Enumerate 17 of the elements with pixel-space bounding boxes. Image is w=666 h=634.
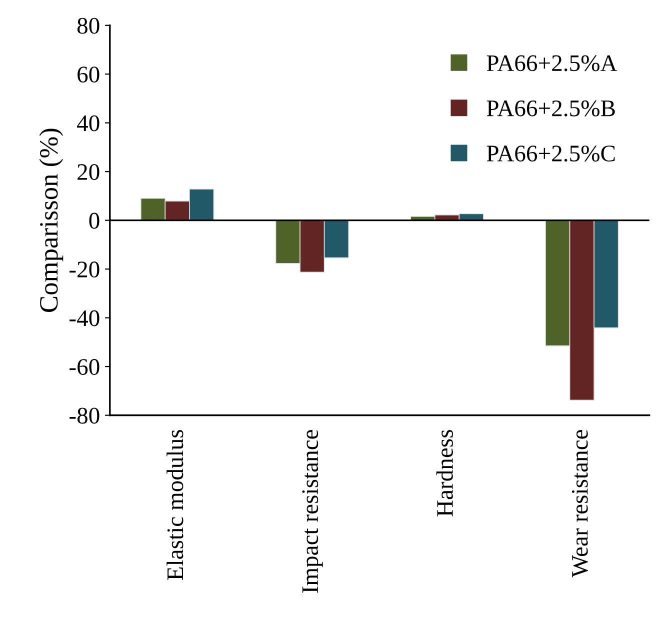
y-tick-label: 40 bbox=[77, 115, 100, 132]
x-tick-label: Elastic modulus bbox=[166, 430, 184, 580]
y-tick-label: -60 bbox=[70, 359, 100, 375]
y-tick-label: -80 bbox=[70, 408, 100, 424]
legend-label: PA66+2.5%B bbox=[486, 100, 615, 116]
y-tick-label: 60 bbox=[78, 66, 100, 83]
y-axis-title: Comparisson (%) bbox=[39, 128, 64, 312]
y-tick-label: 20 bbox=[78, 164, 100, 180]
x-tick-label: Hardness bbox=[436, 430, 453, 516]
y-tick-label: 0 bbox=[89, 212, 100, 229]
x-tick-label: Impact resistance bbox=[302, 430, 323, 593]
y-tick-label: 80 bbox=[77, 18, 100, 34]
y-tick-label: -40 bbox=[70, 310, 100, 326]
y-tick-label: -20 bbox=[70, 262, 100, 278]
legend-label: PA66+2.5%A bbox=[486, 55, 618, 72]
x-tick-label: Wear resistance bbox=[572, 430, 588, 578]
legend-label: PA66+2.5%C bbox=[486, 146, 615, 162]
